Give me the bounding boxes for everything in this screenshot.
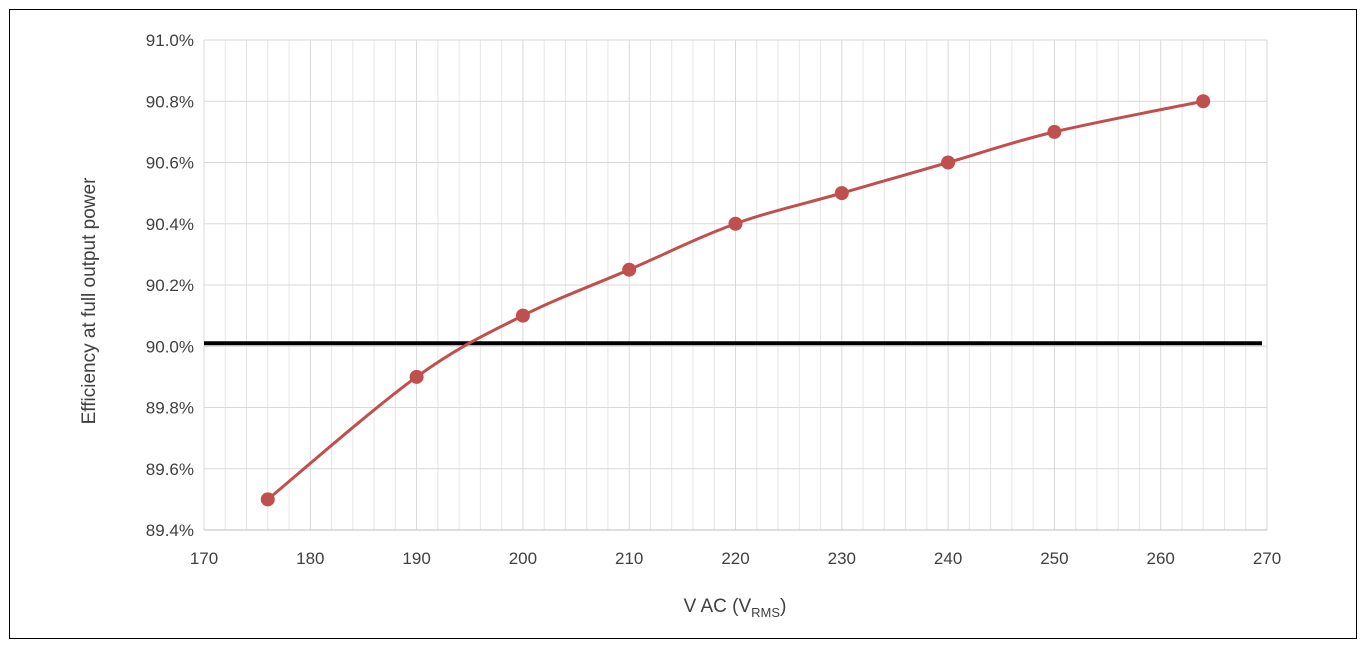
data-point <box>622 262 637 277</box>
y-tick-label: 89.6% <box>146 460 194 479</box>
x-tick-label: 210 <box>615 549 643 568</box>
data-point <box>834 186 849 201</box>
y-tick-label: 90.6% <box>146 154 194 173</box>
tick-labels: 89.4% 89.6% 89.8% 90.0% 90.2% 90.4% 90.6% 90.8%… <box>146 31 1281 568</box>
x-axis-title-subscript: RMS <box>751 605 780 620</box>
data-point <box>515 308 530 323</box>
x-tick-label: 270 <box>1253 549 1281 568</box>
data-point <box>1196 94 1211 109</box>
x-tick-label: 180 <box>296 549 324 568</box>
x-tick-label: 250 <box>1040 549 1068 568</box>
y-tick-label: 91.0% <box>146 31 194 50</box>
y-axis-title: Efficiency at full output power <box>79 177 100 424</box>
x-axis-title-main: V AC (V <box>684 596 752 617</box>
x-axis-title-suffix: ) <box>780 596 786 617</box>
data-point <box>260 492 275 507</box>
data-point <box>409 369 424 384</box>
x-tick-label: 170 <box>190 549 218 568</box>
x-tick-label: 240 <box>934 549 962 568</box>
x-axis-title: V AC (VRMS) <box>684 596 787 620</box>
data-point <box>728 216 743 231</box>
x-tick-label: 230 <box>828 549 856 568</box>
y-tick-label: 90.2% <box>146 276 194 295</box>
y-tick-label: 89.8% <box>146 399 194 418</box>
x-tick-label: 220 <box>721 549 749 568</box>
y-tick-label: 90.0% <box>146 337 194 356</box>
x-tick-label: 260 <box>1147 549 1175 568</box>
x-tick-label: 200 <box>509 549 537 568</box>
y-tick-label: 90.8% <box>146 92 194 111</box>
grid <box>203 39 1268 531</box>
y-tick-label: 90.4% <box>146 215 194 234</box>
data-point <box>941 155 956 170</box>
x-tick-label: 190 <box>402 549 430 568</box>
y-tick-label: 89.4% <box>146 521 194 540</box>
data-point <box>1047 124 1062 139</box>
series-group <box>260 94 1211 507</box>
